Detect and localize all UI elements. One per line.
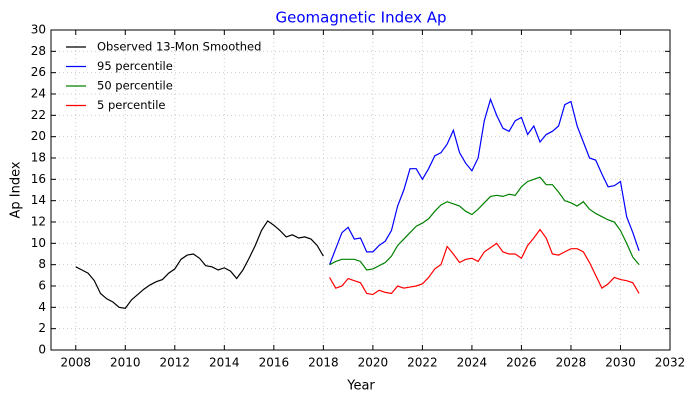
y-tick-label: 14 bbox=[31, 193, 46, 207]
x-tick-label: 2010 bbox=[110, 356, 141, 370]
legend-label: 5 percentile bbox=[97, 98, 165, 112]
x-tick-label: 2012 bbox=[160, 356, 191, 370]
x-tick-label: 2016 bbox=[259, 356, 290, 370]
legend-label: 50 percentile bbox=[97, 79, 173, 93]
y-tick-label: 30 bbox=[31, 23, 46, 37]
y-tick-label: 18 bbox=[31, 151, 46, 165]
x-tick-label: 2024 bbox=[457, 356, 488, 370]
y-tick-label: 12 bbox=[31, 215, 46, 229]
y-tick-label: 28 bbox=[31, 44, 46, 58]
x-tick-label: 2008 bbox=[60, 356, 91, 370]
y-tick-label: 22 bbox=[31, 108, 46, 122]
x-tick-label: 2032 bbox=[655, 356, 686, 370]
plot-frame bbox=[50, 29, 671, 351]
y-tick-label: 4 bbox=[38, 300, 46, 314]
legend-label: 95 percentile bbox=[97, 59, 173, 73]
y-axis-label: Ap Index bbox=[9, 161, 24, 218]
x-tick-label: 2028 bbox=[556, 356, 587, 370]
y-tick-label: 0 bbox=[38, 343, 46, 357]
y-tick-label: 10 bbox=[31, 236, 46, 250]
y-tick-label: 2 bbox=[38, 321, 46, 335]
data-line bbox=[329, 176, 640, 271]
y-tick-label: 16 bbox=[31, 172, 46, 186]
data-line bbox=[328, 97, 640, 265]
x-tick-label: 2014 bbox=[209, 356, 240, 370]
chart-title: Geomagnetic Index Ap bbox=[276, 9, 447, 27]
x-tick-label: 2018 bbox=[308, 356, 339, 370]
y-tick-label: 8 bbox=[38, 257, 46, 271]
y-tick-label: 6 bbox=[38, 279, 46, 293]
x-tick-label: 2030 bbox=[605, 356, 636, 370]
data-line bbox=[329, 228, 640, 296]
legend-label: Observed 13-Mon Smoothed bbox=[97, 40, 261, 54]
data-line bbox=[75, 220, 324, 310]
x-tick-label: 2022 bbox=[407, 356, 438, 370]
x-tick-label: 2020 bbox=[358, 356, 389, 370]
y-tick-label: 26 bbox=[31, 65, 46, 79]
x-tick-label: 2026 bbox=[506, 356, 537, 370]
y-tick-label: 20 bbox=[31, 129, 46, 143]
x-axis-label: Year bbox=[346, 379, 375, 394]
y-tick-label: 24 bbox=[31, 87, 46, 101]
